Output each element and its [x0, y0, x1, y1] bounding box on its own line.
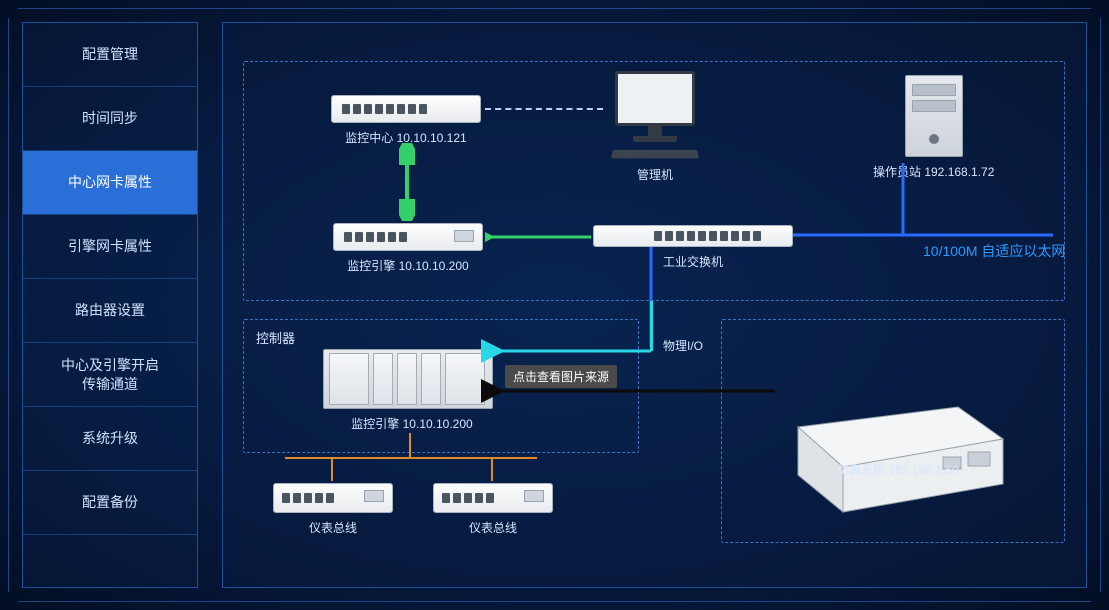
- group-controller-title: 控制器: [256, 328, 295, 347]
- device-plc: [323, 349, 493, 409]
- industrial-switch-label: 工业交换机: [593, 253, 793, 270]
- monitor-engine-label: 监控引擎 10.10.10.200: [333, 257, 483, 274]
- link-center-pc: [485, 108, 603, 110]
- frame-right: [1100, 18, 1101, 592]
- arrow-io-cyan: [495, 343, 663, 359]
- device-monitor-center: 监控中心 10.10.10.121: [331, 95, 481, 146]
- link-ethernet-trunk: [793, 153, 1065, 243]
- bus-right-label: 仪表总线: [433, 519, 553, 536]
- bus-drop-left: [331, 457, 333, 481]
- device-monitor-engine: 监控引擎 10.10.10.200: [333, 223, 483, 274]
- diagram-canvas: 控制器 监控中心 10.10.10.121 管理机 操作员站 192.168.1…: [222, 22, 1087, 588]
- sidebar-item-router[interactable]: 路由器设置: [23, 279, 197, 343]
- device-industrial-switch: 工业交换机: [593, 225, 793, 270]
- monitor-engine-icon: [333, 223, 483, 251]
- sidebar-item-channel[interactable]: 中心及引擎开启 传输通道: [23, 343, 197, 407]
- manager-pc-label: 管理机: [605, 166, 705, 183]
- ethernet-link-label: 10/100M 自适应以太网: [923, 241, 1065, 261]
- tower-icon: [905, 75, 963, 157]
- industrial-switch-icon: [593, 225, 793, 247]
- plc-label: 监控引擎 10.10.10.200: [327, 415, 497, 432]
- sidebar-item-engine-nic[interactable]: 引擎网卡属性: [23, 215, 197, 279]
- link-io-vert: [650, 301, 653, 351]
- sidebar-item-timesync[interactable]: 时间同步: [23, 87, 197, 151]
- device-sim-system: [778, 397, 1008, 517]
- sim-system-label: 仿真系统 192.168.1.50: [828, 461, 968, 478]
- device-bus-right: 仪表总线: [433, 483, 553, 536]
- frame-left: [8, 18, 9, 592]
- frame-top: [18, 8, 1091, 9]
- arrow-center-engine: [399, 143, 413, 221]
- arrow-switch-engine: [485, 229, 593, 245]
- sidebar-item-config[interactable]: 配置管理: [23, 23, 197, 87]
- bus-drop-right: [491, 457, 493, 481]
- sidebar-item-backup[interactable]: 配置备份: [23, 471, 197, 535]
- bus-left-icon: [273, 483, 393, 513]
- frame-bottom: [18, 601, 1091, 602]
- physical-io-label: 物理I/O: [663, 337, 703, 354]
- bus-left-label: 仪表总线: [273, 519, 393, 536]
- bus-trunk-h: [285, 457, 537, 459]
- monitor-center-icon: [331, 95, 481, 123]
- bus-trunk-v: [409, 433, 411, 457]
- sidebar-item-center-nic[interactable]: 中心网卡属性: [23, 151, 197, 215]
- sidebar: 配置管理 时间同步 中心网卡属性 引擎网卡属性 路由器设置 中心及引擎开启 传输…: [22, 22, 198, 588]
- sim-system-icon: [778, 397, 1008, 517]
- sidebar-item-upgrade[interactable]: 系统升级: [23, 407, 197, 471]
- device-manager-pc: 管理机: [605, 71, 705, 183]
- pc-monitor-icon: [615, 71, 695, 126]
- bus-right-icon: [433, 483, 553, 513]
- image-source-tooltip[interactable]: 点击查看图片来源: [505, 365, 617, 388]
- device-bus-left: 仪表总线: [273, 483, 393, 536]
